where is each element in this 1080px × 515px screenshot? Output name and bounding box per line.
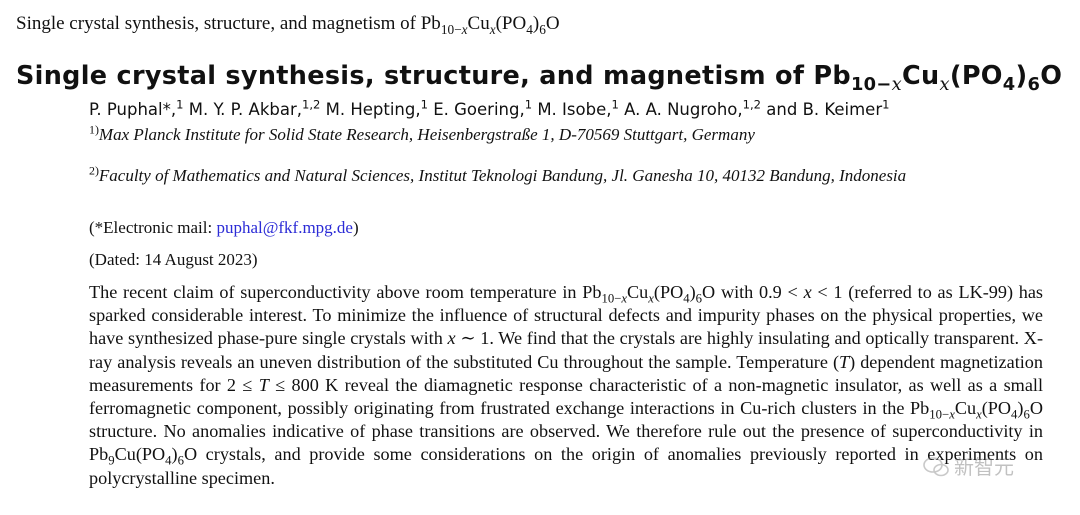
abstract-text: The recent claim of superconductivity ab… <box>89 282 1044 488</box>
date-line: (Dated: 14 August 2023) <box>89 250 258 269</box>
contact-email: (*Electronic mail: puphal@fkf.mpg.de) <box>89 218 359 237</box>
watermark-text: 新智元 <box>954 455 1014 479</box>
email-link[interactable]: puphal@fkf.mpg.de <box>216 218 353 237</box>
author-list: P. Puphal*,1 M. Y. P. Akbar,1,2 M. Hepti… <box>89 98 889 122</box>
running-header-text: Single crystal synthesis, structure, and… <box>16 13 560 37</box>
affiliation-1: 1)Max Planck Institute for Solid State R… <box>89 122 755 144</box>
watermark-logo: 新智元 <box>923 455 1014 479</box>
authors-text: P. Puphal*,1 M. Y. P. Akbar,1,2 M. Hepti… <box>89 97 890 119</box>
abstract: The recent claim of superconductivity ab… <box>89 281 1043 490</box>
affiliation-2: 2)Faculty of Mathematics and Natural Sci… <box>89 163 907 185</box>
paper-title: Single crystal synthesis, structure, and… <box>16 61 1063 96</box>
wechat-icon <box>923 457 949 477</box>
running-header: Single crystal synthesis, structure, and… <box>16 12 560 36</box>
